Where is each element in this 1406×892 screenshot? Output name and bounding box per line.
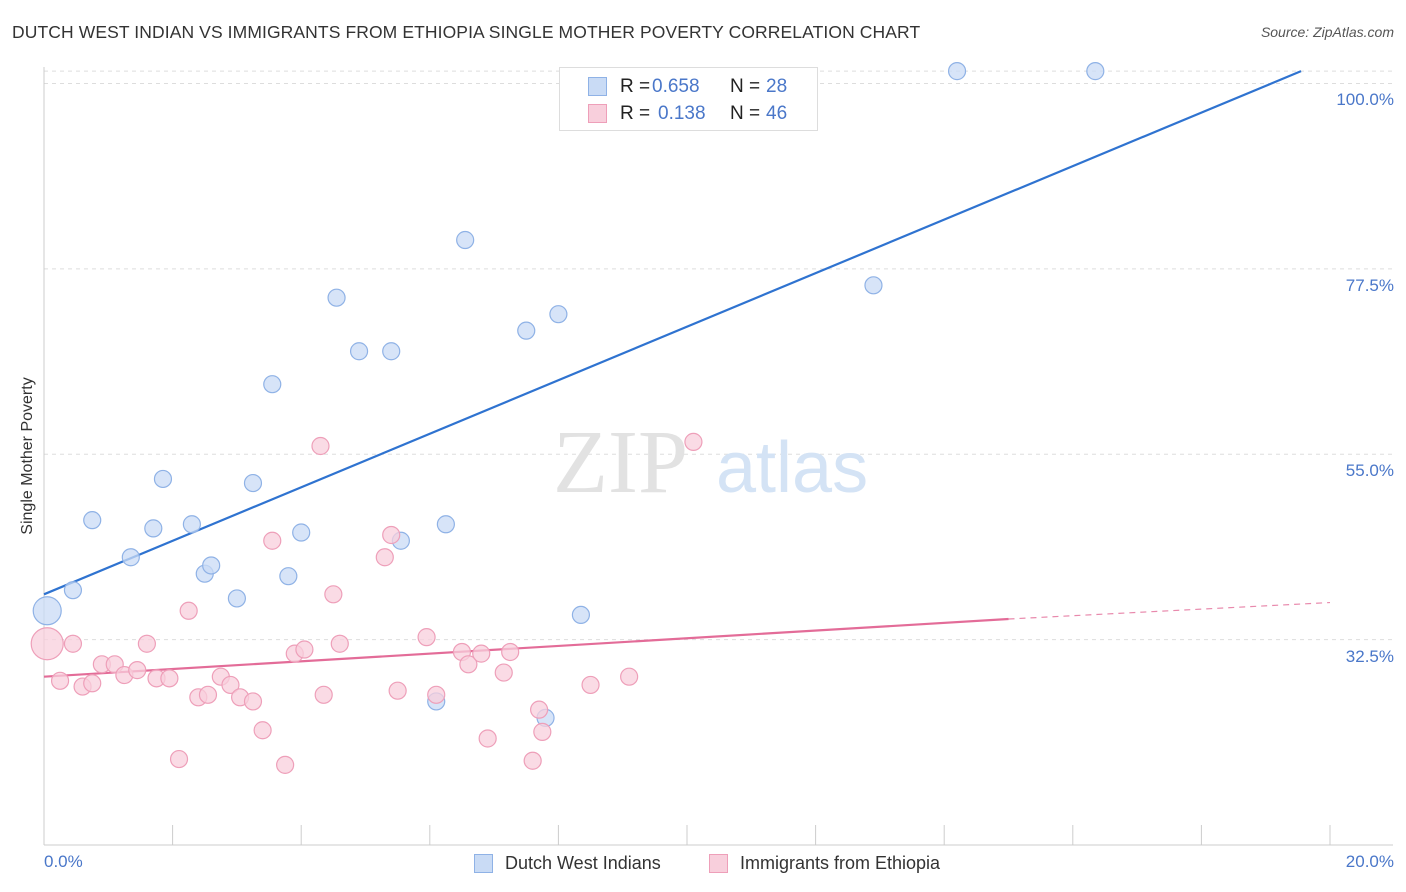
bottom-legend-label-blue: Dutch West Indians [505, 853, 661, 873]
legend-r-value: 0.658 [652, 76, 700, 97]
point-dutch-west-indians [32, 596, 62, 626]
point-dutch-west-indians [263, 375, 282, 394]
legend-n-value: 46 [766, 103, 788, 124]
point-immigrants-ethiopia [324, 585, 343, 604]
bottom-legend-swatch-pink [709, 854, 728, 873]
point-dutch-west-indians [549, 305, 568, 324]
x-tick-label-max: 20.0% [1345, 852, 1394, 871]
point-immigrants-ethiopia [221, 675, 240, 695]
point-dutch-west-indians [243, 473, 263, 493]
point-dutch-west-indians [121, 548, 140, 567]
point-immigrants-ethiopia [388, 681, 407, 700]
watermark-atlas: atlas [716, 428, 868, 508]
point-dutch-west-indians [227, 589, 246, 608]
watermark-zip: ZIP [553, 413, 688, 512]
point-immigrants-ethiopia [427, 685, 446, 704]
y-tick-label: 100.0% [1336, 90, 1394, 110]
point-immigrants-ethiopia [530, 700, 549, 719]
point-dutch-west-indians [292, 523, 311, 542]
point-immigrants-ethiopia [50, 671, 70, 690]
point-immigrants-ethiopia [620, 667, 639, 686]
point-immigrants-ethiopia [83, 674, 102, 693]
legend-r-value: 0.138 [658, 103, 706, 124]
point-immigrants-ethiopia [523, 751, 542, 770]
chart-title: DUTCH WEST INDIAN VS IMMIGRANTS FROM ETH… [12, 22, 921, 42]
trend-line-pink [43, 617, 1009, 678]
point-immigrants-ethiopia [295, 640, 314, 659]
x-tick-label-min: 0.0% [44, 852, 83, 871]
point-dutch-west-indians [349, 342, 369, 361]
point-immigrants-ethiopia [263, 531, 282, 550]
point-immigrants-ethiopia [330, 634, 349, 653]
point-dutch-west-indians [83, 511, 102, 530]
point-dutch-west-indians [947, 62, 967, 81]
point-immigrants-ethiopia [314, 685, 333, 704]
point-immigrants-ethiopia [684, 432, 703, 451]
point-immigrants-ethiopia [417, 628, 436, 647]
point-immigrants-ethiopia [581, 675, 600, 695]
point-dutch-west-indians [864, 276, 883, 295]
point-immigrants-ethiopia [128, 661, 147, 680]
point-immigrants-ethiopia [160, 669, 179, 688]
legend-r-label: R = [620, 103, 651, 124]
axes [43, 67, 1393, 846]
point-dutch-west-indians [63, 581, 83, 600]
trend-line-pink-dashed [1008, 601, 1331, 620]
point-immigrants-ethiopia [533, 722, 552, 741]
y-tick-label: 32.5% [1345, 646, 1394, 666]
point-dutch-west-indians [202, 556, 221, 575]
point-immigrants-ethiopia [30, 627, 64, 661]
grid-lines [44, 70, 1393, 641]
point-immigrants-ethiopia [478, 729, 497, 748]
legend-swatch-blue [588, 77, 607, 96]
watermark: ZIP atlas [553, 413, 868, 512]
point-dutch-west-indians [327, 288, 346, 307]
point-immigrants-ethiopia [494, 663, 513, 682]
point-immigrants-ethiopia [169, 749, 189, 769]
point-immigrants-ethiopia [311, 436, 330, 456]
bottom-legend-label-pink: Immigrants from Ethiopia [740, 853, 941, 873]
point-dutch-west-indians [571, 605, 591, 625]
legend-swatch-pink [588, 104, 607, 123]
point-immigrants-ethiopia [198, 685, 218, 704]
y-tick-label: 77.5% [1345, 275, 1394, 295]
point-dutch-west-indians [517, 321, 536, 340]
point-dutch-west-indians [382, 342, 401, 361]
source-label: Source: ZipAtlas.com [1260, 24, 1394, 40]
point-dutch-west-indians [1086, 62, 1105, 81]
point-immigrants-ethiopia [375, 548, 394, 567]
point-dutch-west-indians [456, 230, 475, 250]
point-immigrants-ethiopia [63, 634, 83, 653]
point-dutch-west-indians [182, 515, 201, 534]
y-tick-label: 55.0% [1345, 461, 1394, 481]
point-immigrants-ethiopia [276, 755, 295, 774]
point-immigrants-ethiopia [501, 642, 520, 662]
legend-r-label: R = [620, 76, 651, 97]
trend-lines [43, 70, 1331, 678]
point-dutch-west-indians [436, 515, 455, 534]
point-immigrants-ethiopia [459, 655, 478, 674]
point-dutch-west-indians [279, 567, 298, 586]
legend-n-value: 28 [766, 76, 788, 97]
point-immigrants-ethiopia [382, 525, 401, 545]
point-immigrants-ethiopia [179, 601, 198, 620]
point-immigrants-ethiopia [253, 721, 272, 740]
trend-line-blue [43, 70, 1302, 596]
legend: R = 0.658 N = 28 R = 0.138 N = 46 [559, 67, 818, 131]
bottom-legend-swatch-blue [474, 854, 493, 873]
data-points [30, 62, 1105, 774]
point-immigrants-ethiopia [137, 634, 156, 653]
legend-n-label: N = [730, 103, 761, 124]
point-dutch-west-indians [153, 469, 173, 489]
point-immigrants-ethiopia [243, 692, 263, 711]
point-dutch-west-indians [144, 519, 163, 538]
point-immigrants-ethiopia [472, 644, 491, 663]
legend-n-label: N = [730, 76, 761, 97]
